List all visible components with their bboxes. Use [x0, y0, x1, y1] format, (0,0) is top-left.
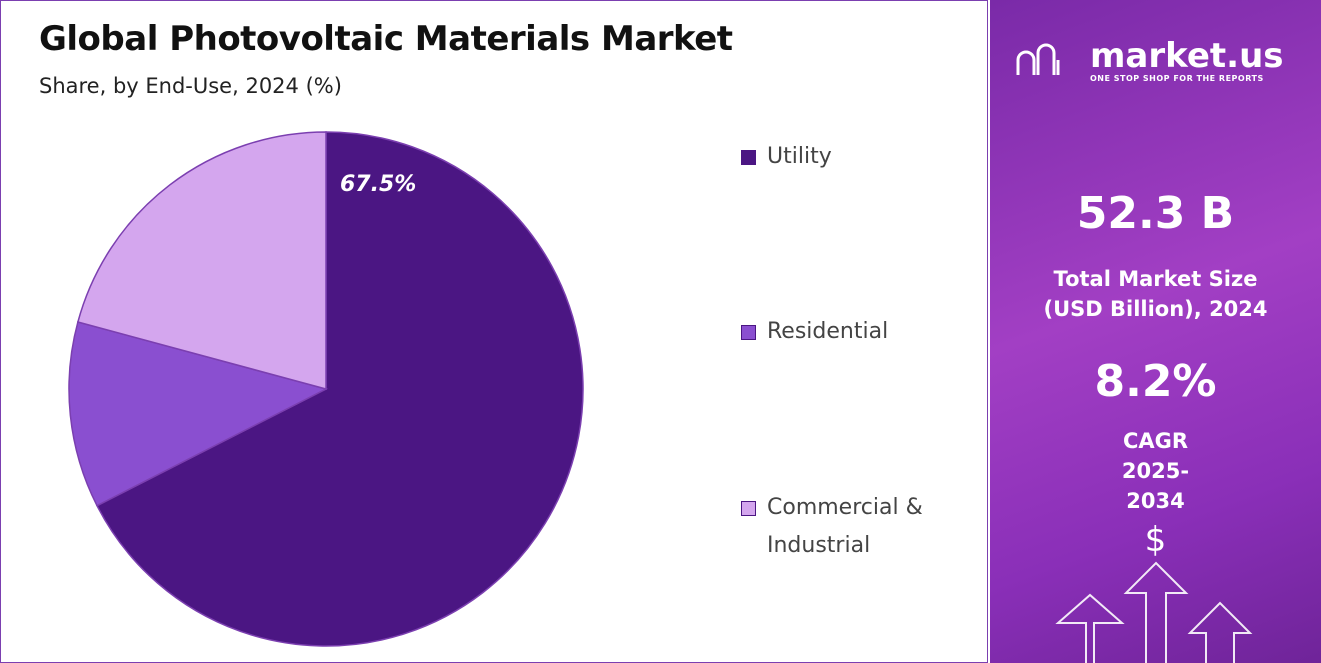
- info-panel: market.us ONE STOP SHOP FOR THE REPORTS …: [990, 0, 1321, 663]
- legend-label: Commercial & Industrial: [767, 495, 923, 558]
- legend-swatch: [741, 325, 756, 340]
- pie-slice: [76, 131, 327, 390]
- chart-panel: Global Photovoltaic Materials Market Sha…: [0, 0, 988, 663]
- tagline: ONE STOP SHOP FOR THE REPORTS: [1090, 74, 1264, 83]
- chart-subtitle: Share, by End-Use, 2024 (%): [39, 74, 342, 98]
- data-label: 67.5%: [340, 172, 416, 197]
- legend-label: Residential: [767, 319, 889, 344]
- pie-slice: [68, 321, 329, 507]
- pie-chart: 67.5%: [68, 131, 584, 647]
- cagr: 8.2%: [1094, 356, 1217, 407]
- legend-item: Residential: [741, 313, 971, 351]
- legend-item: Commercial & Industrial: [741, 489, 971, 565]
- decor: [1016, 43, 1253, 663]
- legend-swatch: [741, 150, 756, 165]
- brand: market.us: [1090, 36, 1284, 76]
- chart-title: Global Photovoltaic Materials Market: [39, 19, 733, 59]
- logo-icon: [1016, 43, 1060, 75]
- market-size-label: Total Market Size (USD Billion), 2024: [1043, 267, 1268, 321]
- arrows-icon: [1055, 561, 1253, 663]
- legend-swatch: [741, 501, 756, 516]
- market-size: 52.3 B: [1076, 188, 1235, 239]
- legend-label: Utility: [767, 144, 832, 169]
- dollar-icon: $: [1144, 520, 1167, 560]
- pie-slice: [96, 131, 584, 647]
- legend-item: Utility: [741, 138, 971, 176]
- cagr-label: CAGR 2025-2034: [1121, 429, 1190, 513]
